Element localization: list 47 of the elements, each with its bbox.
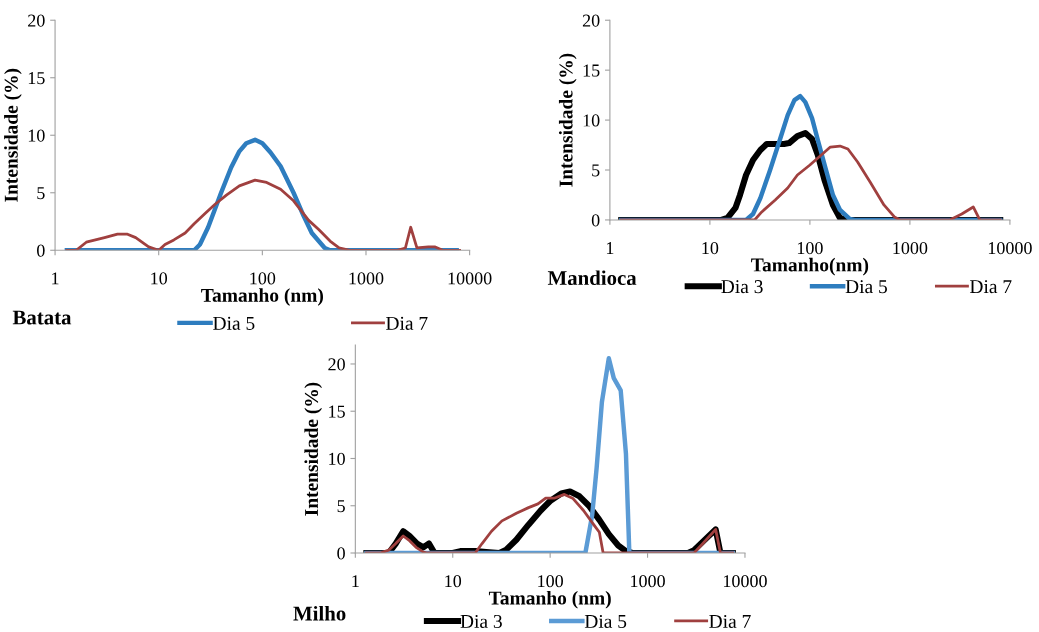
x-tick-label: 100 bbox=[250, 272, 276, 285]
legend-label: Dia 3 bbox=[721, 280, 763, 294]
x-axis-title: Tamanho(nm) bbox=[751, 257, 869, 276]
legend-label: Dia 5 bbox=[213, 316, 255, 330]
x-tick-label: 10000 bbox=[988, 241, 1032, 255]
y-tick-label: 5 bbox=[592, 164, 600, 177]
x-tick-label: 1 bbox=[52, 272, 59, 285]
y-tick-label: 20 bbox=[582, 14, 600, 27]
x-tick-label: 10 bbox=[702, 241, 719, 255]
y-axis-title: Intensidade (%) bbox=[304, 382, 322, 516]
y-tick-label: 10 bbox=[28, 129, 45, 142]
y-tick-label: 0 bbox=[337, 547, 345, 560]
y-tick-label: 10 bbox=[583, 114, 600, 127]
x-tick-label: 10 bbox=[151, 272, 168, 285]
y-tick-label: 15 bbox=[583, 64, 600, 77]
legend-label: Dia 5 bbox=[845, 280, 887, 294]
x-tick-label: 1 bbox=[352, 575, 359, 588]
y-tick-label: 20 bbox=[28, 14, 45, 27]
x-tick-label: 10000 bbox=[723, 575, 767, 588]
y-tick-label: 20 bbox=[328, 358, 345, 371]
y-tick-label: 15 bbox=[329, 405, 345, 418]
x-axis-title: Tamanho (nm) bbox=[201, 288, 323, 306]
x-axis-title: Tamanho (nm) bbox=[488, 590, 611, 609]
legend-label: Dia 7 bbox=[386, 316, 428, 330]
legend-label: Dia 5 bbox=[584, 614, 627, 628]
y-axis-title: Intensidade (%) bbox=[558, 53, 577, 187]
y-tick-label: 0 bbox=[591, 214, 600, 227]
y-axis-title: Intensidade (%) bbox=[4, 68, 22, 202]
x-tick-label: 10000 bbox=[448, 272, 492, 285]
text: Mandioca bbox=[547, 270, 637, 286]
x-tick-label: 100 bbox=[797, 241, 823, 255]
x-tick-label: 1000 bbox=[349, 272, 384, 285]
y-tick-label: 5 bbox=[337, 500, 345, 513]
legend-label: Dia 7 bbox=[969, 280, 1012, 294]
y-tick-label: 5 bbox=[37, 187, 45, 200]
legend-label: Dia 7 bbox=[709, 614, 751, 628]
text: Milho bbox=[293, 605, 346, 621]
y-tick-label: 15 bbox=[28, 72, 45, 85]
x-tick-label: 1000 bbox=[893, 241, 928, 255]
text: Batata bbox=[12, 310, 72, 325]
x-tick-label: 100 bbox=[538, 575, 563, 588]
y-tick-label: 0 bbox=[37, 244, 45, 257]
y-tick-label: 10 bbox=[329, 452, 345, 465]
x-tick-label: 1 bbox=[606, 242, 614, 254]
legend-label: Dia 3 bbox=[460, 614, 502, 628]
x-tick-label: 10 bbox=[445, 575, 462, 588]
x-tick-label: 1000 bbox=[631, 575, 665, 588]
